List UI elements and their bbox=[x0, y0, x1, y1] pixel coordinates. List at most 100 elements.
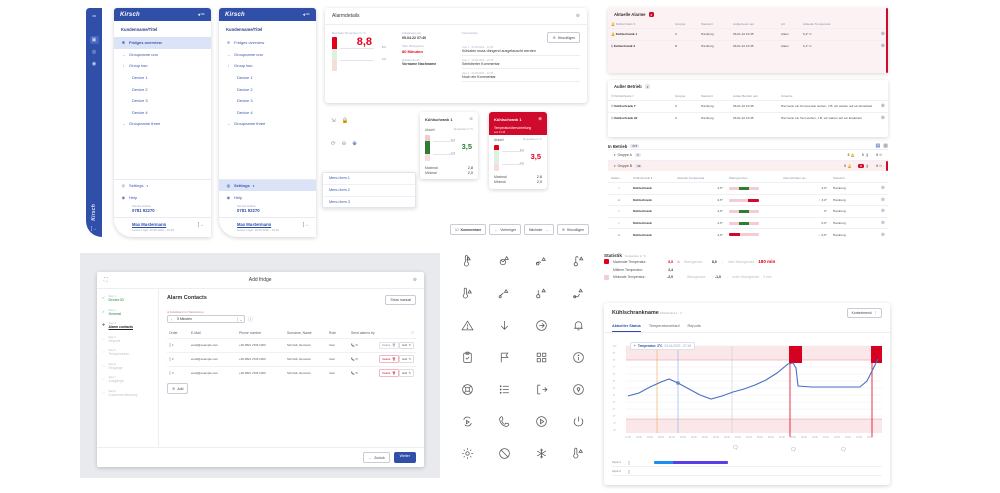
drag-handle-icon[interactable]: ⣿ bbox=[169, 357, 172, 362]
delete-button[interactable]: Delete 🗑 bbox=[379, 369, 399, 377]
back-button[interactable]: ← Zurück bbox=[363, 452, 390, 463]
sidebar-item-group-two[interactable]: ↓ Group two bbox=[219, 60, 316, 72]
table-row[interactable]: ⣿ 2 email@example.com +49 0821 2706 1000… bbox=[167, 351, 416, 367]
sidebar-item-group-two[interactable]: ↓ Group two bbox=[114, 60, 211, 72]
comment-pin-2[interactable]: 🗨 bbox=[790, 447, 797, 453]
help-icon[interactable]: ◉ bbox=[91, 61, 97, 67]
comment-item[interactable]: User 1 · 04.05.2022 – 12:35 Selektierter… bbox=[462, 56, 580, 70]
tab-aktueller-status[interactable]: Aktueller Status bbox=[612, 321, 641, 332]
sidebar-item-device-2[interactable]: Device 2 bbox=[219, 83, 316, 95]
next-button[interactable]: Weiter bbox=[393, 452, 416, 463]
step-general[interactable]: ✓ Step 2 General bbox=[101, 309, 154, 316]
col-kind[interactable]: Art bbox=[781, 22, 785, 26]
col-site[interactable]: Standort bbox=[701, 22, 713, 26]
table-row[interactable]: ⏻ Kühlschrank 7 C Hamburg 06.01.22 10:35… bbox=[608, 100, 888, 113]
edit-button[interactable]: Edit ✎ bbox=[399, 341, 414, 350]
gear-icon[interactable]: ◎ bbox=[91, 49, 97, 55]
user-block[interactable]: Max Mustermann Letzter Login: 20.05.2022… bbox=[219, 217, 316, 237]
table-row[interactable]: ⣿ 3 email@example.com +49 0821 2706 1000… bbox=[167, 365, 416, 380]
service-number[interactable]: 0781 92270 bbox=[132, 208, 155, 213]
step-reports[interactable]: ○ Step 4 Reports bbox=[101, 336, 154, 343]
acknowledge-icon[interactable]: ⊗ bbox=[880, 103, 885, 110]
alarm-detail-footer[interactable]: ☑ Kommentare ← Vorheriger Nächster → ⊕ H… bbox=[450, 224, 590, 235]
settings-circle-icon[interactable]: ○ bbox=[410, 330, 414, 336]
col-fridge[interactable]: 🔔 Kühlschrank ▾ bbox=[611, 22, 636, 26]
step-ausgaenge[interactable]: ○ Step 7 Ausgänge bbox=[101, 376, 154, 383]
step-temperaturen[interactable]: ○ Step 5 Temperaturen bbox=[101, 349, 154, 356]
close-icon[interactable]: ⊗ bbox=[538, 116, 542, 121]
phone-icon[interactable]: 📞 bbox=[351, 370, 355, 375]
step-eingaenge[interactable]: ○ Step 6 Eingänge bbox=[101, 363, 154, 370]
col-fridge[interactable]: ⏻ Kühlschrank ▾ bbox=[611, 94, 634, 98]
fridge-card-alarm[interactable]: Kühlschrank 1 ⊗ Temperaturüberschreitung… bbox=[489, 112, 547, 189]
col-since[interactable]: Außer Betrieb seit bbox=[733, 94, 758, 98]
role[interactable]: User bbox=[327, 365, 349, 380]
mail-icon[interactable]: ✉ bbox=[355, 370, 358, 375]
drag-handle-icon[interactable]: ⣿ bbox=[169, 343, 172, 348]
acknowledge-icon[interactable]: ⊗ bbox=[880, 42, 885, 49]
sidebar-item-device-2[interactable]: Device 2 bbox=[114, 83, 211, 95]
show-manual-button[interactable]: Show manual bbox=[385, 295, 416, 305]
sidebar-item-device-3[interactable]: Device 3 bbox=[219, 95, 316, 107]
context-menu[interactable]: Menu item 1 Menu item 2 Menu item 3 bbox=[322, 172, 416, 209]
table-row[interactable]: ⚠ Kühlschrank 2,5° ↓ 0,5° Hamburg ⊗ bbox=[608, 228, 888, 240]
tab-temperaturverlauf[interactable]: Temperaturverlauf bbox=[648, 324, 680, 328]
input-row-1[interactable]: Input 1 ▯ bbox=[612, 458, 882, 467]
col-group[interactable]: Gruppe bbox=[675, 22, 686, 26]
info-circle-icon[interactable]: ⓘ bbox=[248, 316, 254, 323]
context-menu-button[interactable]: Kontextmenü ⋮ bbox=[846, 308, 882, 318]
col-fridge[interactable]: Kühlschrank ▾ bbox=[633, 175, 653, 180]
burger-icon[interactable]: ≔ bbox=[91, 14, 97, 20]
phone-icon[interactable]: 📞 bbox=[351, 343, 355, 348]
col-temp[interactable]: Aktuelle Temperatur bbox=[803, 22, 831, 26]
acknowledge-icon[interactable]: ⊗ bbox=[880, 31, 885, 38]
close-icon[interactable]: ⊗ bbox=[412, 277, 417, 283]
sidebar-item-groupname-uno[interactable]: → Groupname uno bbox=[219, 49, 316, 61]
sidebar-item-groupname-three[interactable]: → Groupname three bbox=[114, 118, 211, 130]
comment-pin-1[interactable]: 🗨 bbox=[732, 445, 739, 451]
service-number[interactable]: 0781 92270 bbox=[237, 208, 260, 213]
group-row-b[interactable]: ▾ Gruppe B 38 0 🔔 2 🌡 0 ⏻ bbox=[608, 159, 888, 171]
table-row[interactable]: 🔔 Kühlschrank 1 C Hamburg 06.01.22 10:35… bbox=[608, 28, 888, 41]
col-site[interactable]: Standort bbox=[833, 175, 845, 180]
col-current-temp[interactable]: Aktuelle Temperatur bbox=[677, 175, 705, 180]
mail-icon[interactable]: ✉ bbox=[355, 343, 358, 348]
sidebar-item-device-4[interactable]: Device 4 bbox=[114, 107, 211, 119]
comment-item[interactable]: User 1 · 04.05.2022 – 12:35 Noch ein Kom… bbox=[462, 69, 580, 83]
add-comment-button[interactable]: ⊕ Hinzufügen bbox=[547, 32, 580, 43]
step-device-id[interactable]: ✓ Step 1 Device ID bbox=[101, 295, 154, 302]
sidebar-item-help[interactable]: ◉ Help bbox=[114, 191, 211, 203]
acknowledge-icon[interactable]: ⊗ bbox=[880, 196, 885, 203]
zoom-in-icon[interactable]: ⊕ bbox=[352, 141, 357, 147]
sidebar-item-device-3[interactable]: Device 3 bbox=[114, 95, 211, 107]
menu-item-2[interactable]: Menu item 2 bbox=[323, 185, 415, 197]
chart-tools-row-1[interactable]: ⇲ 🔒 bbox=[331, 118, 348, 124]
sidebar-item-device-1[interactable]: Device 1 bbox=[219, 72, 316, 84]
user-block[interactable]: Max Mustermann Letzter Login: 20.05.2022… bbox=[114, 217, 211, 237]
table-row[interactable]: ⏻ Kühlschrank 32 C Hamburg 06.01.22 10:3… bbox=[608, 111, 888, 124]
table-row[interactable]: ⚠ Kühlschrank 2,5° ↑ 3,0° Hamburg ⊗ bbox=[608, 193, 888, 206]
delete-button[interactable]: Delete 🗑 bbox=[379, 341, 399, 350]
lock-icon[interactable]: 🔒 bbox=[341, 118, 349, 124]
col-group[interactable]: Gruppe bbox=[675, 94, 686, 98]
list-view-icon[interactable]: ▤ bbox=[875, 143, 881, 149]
col-cause[interactable]: Ursache bbox=[781, 94, 793, 98]
next-button[interactable]: Nächster → bbox=[523, 224, 554, 235]
temperature-chart[interactable]: 10° 9° 8° 7° 6° 5° 4° 3° 2° 1° 0° -1° -2° 17:00 1… bbox=[612, 341, 882, 439]
sidebar-item-fridges-overview[interactable]: ❄ Fridges overview bbox=[114, 37, 211, 49]
acknowledge-icon[interactable]: ⊗ bbox=[880, 220, 885, 227]
mail-icon[interactable]: ✉ bbox=[355, 357, 358, 362]
sidebar-item-groupname-three[interactable]: → Groupname three bbox=[219, 118, 316, 130]
col-site[interactable]: Standort bbox=[701, 94, 713, 98]
menu-item-3[interactable]: Menu item 3 bbox=[329, 199, 350, 204]
drag-handle-icon[interactable]: ⣿ bbox=[169, 370, 172, 375]
sidebar-item-device-4[interactable]: Device 4 bbox=[219, 107, 316, 119]
fridge-card-ok[interactable]: Kühlschrank 1 ⊗ Aktuell Temperatur in °C… bbox=[420, 112, 478, 180]
step-alarm-contacts[interactable]: ✛ Step 3 Alarm contacts bbox=[101, 322, 154, 329]
grid-view-icon[interactable]: ▦ bbox=[883, 143, 888, 149]
sidebar-item-help[interactable]: ◉ Help bbox=[219, 191, 316, 203]
col-occurred[interactable]: Aufgetreten am bbox=[733, 22, 755, 26]
detail-tabs[interactable]: Aktueller Status Temperaturverlauf Repor… bbox=[604, 321, 890, 333]
table-row[interactable]: ⣿ 1 email@example.com +49 0821 2706 1000… bbox=[167, 338, 416, 353]
fridge-icon[interactable]: ▣ bbox=[89, 36, 99, 44]
